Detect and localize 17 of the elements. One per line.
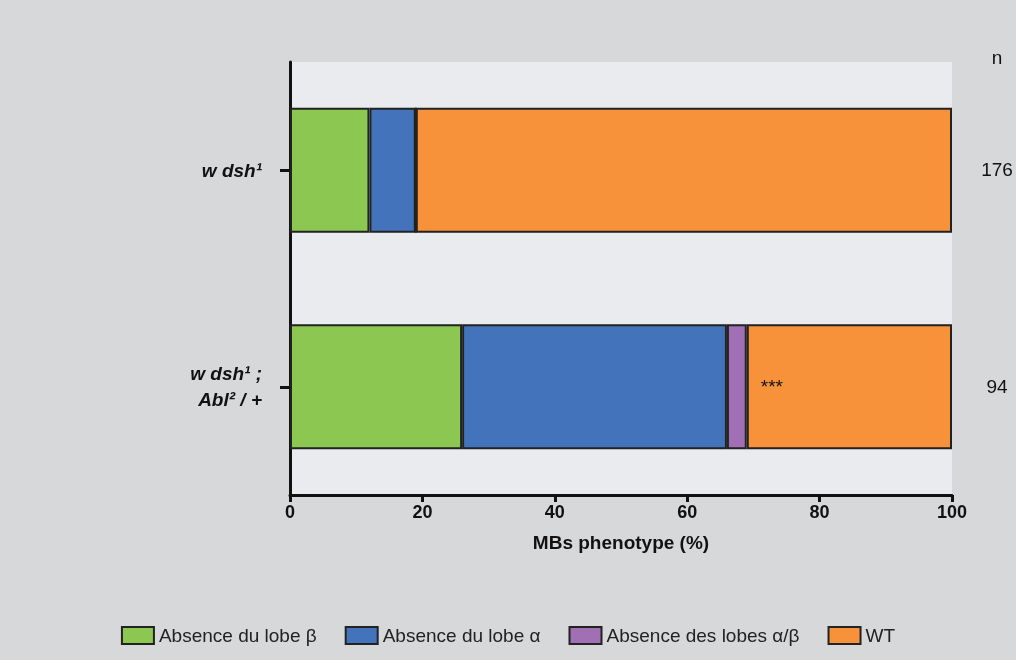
legend-label: Absence des lobes α/β <box>606 625 800 646</box>
legend-label: Absence du lobe β <box>158 625 317 646</box>
x-tick-label: 0 <box>284 502 296 522</box>
text: 94 <box>986 375 1008 397</box>
legend-label: WT <box>865 625 896 646</box>
annotation: *** <box>760 375 784 397</box>
x-tick-label: 100 <box>936 502 968 522</box>
x-tick-label: 60 <box>677 502 698 522</box>
legend-label: Absence du lobe α <box>382 625 541 646</box>
text: 176 <box>981 159 1013 181</box>
y-tick-label: w dsh¹ <box>201 159 263 181</box>
x-axis-title: MBs phenotype (%) <box>532 532 710 553</box>
text: n <box>991 47 1003 68</box>
y-tick-label: w dsh¹ ; Abl² / + <box>190 363 262 411</box>
x-tick-label: 40 <box>544 502 565 522</box>
x-tick-label: 80 <box>809 502 830 522</box>
x-tick-label: 20 <box>412 502 433 522</box>
